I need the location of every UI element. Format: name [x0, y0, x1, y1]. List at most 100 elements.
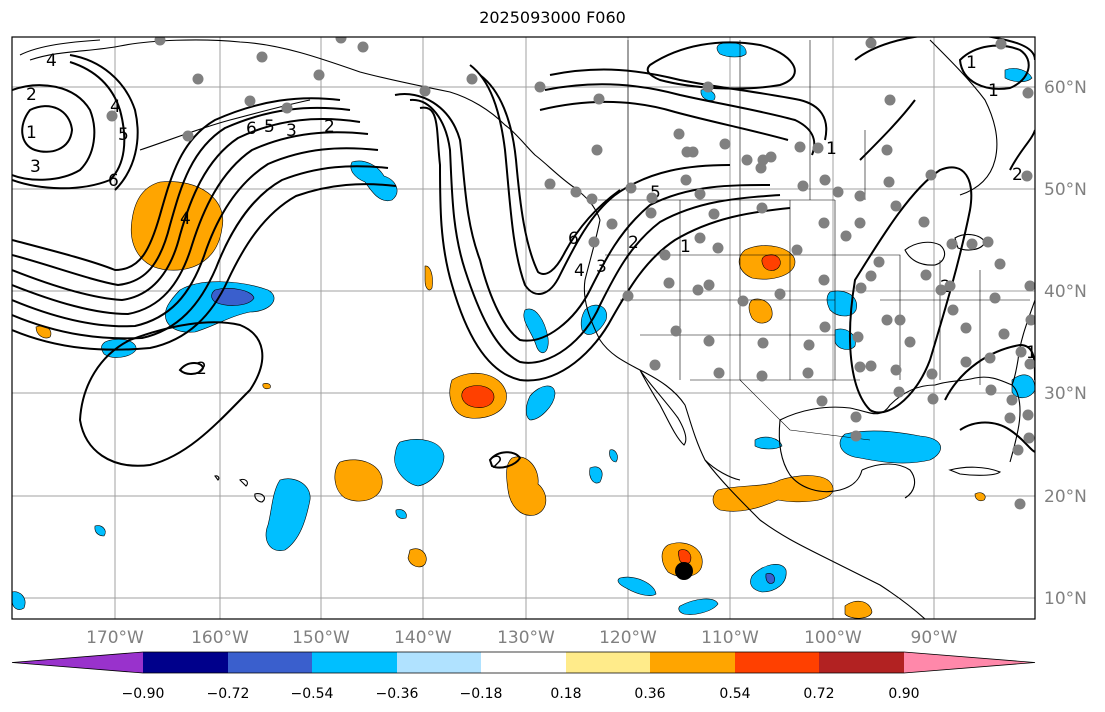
- station-marker: [755, 162, 767, 174]
- station-marker: [1006, 394, 1018, 406]
- station-marker: [995, 38, 1007, 50]
- contour-label: 2: [1012, 165, 1023, 185]
- station-marker: [840, 230, 852, 242]
- station-marker: [756, 202, 768, 214]
- station-marker: [1025, 314, 1035, 326]
- station-marker: [756, 370, 768, 382]
- contour-label: 2: [492, 453, 503, 473]
- station-marker: [570, 186, 582, 198]
- contour-label: 2: [196, 359, 207, 379]
- station-marker: [920, 269, 932, 281]
- station-marker: [854, 217, 866, 229]
- station-marker: [819, 174, 831, 186]
- colorbar: [11, 651, 1036, 674]
- anomaly-patch: [350, 160, 398, 202]
- storm-center-marker: [675, 562, 693, 580]
- anomaly-patch: [589, 466, 603, 484]
- anomaly-patch: [826, 290, 857, 317]
- anomaly-patch: [754, 436, 783, 450]
- station-marker: [680, 174, 692, 186]
- anomaly-patch: [424, 265, 433, 291]
- station-marker: [588, 236, 600, 248]
- lon-label: 130°W: [497, 628, 555, 648]
- station-marker: [925, 169, 937, 181]
- anomaly-patch: [265, 478, 311, 551]
- station-marker: [313, 69, 325, 81]
- anomaly-patch: [765, 573, 775, 584]
- anomaly-patch: [839, 430, 941, 464]
- station-marker: [1021, 170, 1033, 182]
- station-marker: [106, 110, 118, 122]
- station-marker: [1023, 432, 1035, 444]
- station-marker: [741, 154, 753, 166]
- station-marker: [1004, 412, 1016, 424]
- anomaly-patch: [395, 509, 407, 519]
- station-marker: [622, 290, 634, 302]
- contour-label: 4: [574, 261, 585, 281]
- contour-label: 5: [118, 125, 129, 145]
- contour-label: 1: [988, 81, 999, 101]
- anomaly-patch: [1004, 68, 1033, 83]
- contour-label: 1: [26, 123, 37, 143]
- anomaly-patch: [974, 492, 986, 502]
- station-marker: [687, 146, 699, 158]
- station-marker: [818, 274, 830, 286]
- anomaly-patch: [523, 308, 549, 354]
- contour-label: 6: [246, 119, 257, 139]
- station-marker: [890, 364, 902, 376]
- colorbar-label: 0.54: [719, 686, 750, 702]
- station-marker: [765, 151, 777, 163]
- contour-label: 5: [650, 183, 661, 203]
- lon-label: 120°W: [599, 628, 657, 648]
- colorbar-segment: [228, 652, 312, 673]
- station-marker: [256, 51, 268, 63]
- longitude-labels: 170°W 160°W 150°W 140°W 130°W 120°W 110°…: [86, 628, 958, 648]
- station-marker: [694, 232, 706, 244]
- contour-label: 3: [596, 257, 607, 277]
- colorbar-segment: [397, 652, 481, 673]
- station-marker: [865, 360, 877, 372]
- station-marker: [890, 200, 902, 212]
- colorbar-segment: [312, 652, 397, 673]
- station-marker: [708, 208, 720, 220]
- contour-label: 2: [628, 233, 639, 253]
- station-marker: [797, 180, 809, 192]
- contour-label: 1: [826, 139, 837, 159]
- colorbar-labels: −0.90 −0.72 −0.54 −0.36 −0.18 0.18 0.36 …: [122, 686, 920, 702]
- station-marker: [883, 176, 895, 188]
- station-marker: [802, 367, 814, 379]
- colorbar-segment: [566, 652, 650, 673]
- station-marker: [832, 186, 844, 198]
- station-marker: [663, 277, 675, 289]
- anomaly-patch: [678, 598, 719, 615]
- contour-label: 5: [264, 117, 275, 137]
- station-marker: [737, 295, 749, 307]
- station-marker: [904, 336, 916, 348]
- station-marker: [419, 85, 431, 97]
- station-marker: [192, 73, 204, 85]
- contour-label: 6: [108, 171, 119, 191]
- contour-label: 4: [110, 97, 121, 117]
- station-marker: [794, 141, 806, 153]
- station-marker: [819, 321, 831, 333]
- station-marker: [927, 393, 939, 405]
- contour-label: 1: [966, 53, 977, 73]
- colorbar-label: −0.90: [122, 686, 165, 702]
- anomaly-patch: [761, 254, 781, 271]
- station-marker: [154, 37, 166, 46]
- anomaly-patch: [334, 459, 383, 502]
- station-marker: [881, 314, 893, 326]
- contour-label: 6: [568, 229, 579, 249]
- lat-label: 40°N: [1044, 282, 1087, 302]
- lon-label: 170°W: [86, 628, 144, 648]
- station-marker: [881, 144, 893, 156]
- colorbar-segment: [735, 652, 819, 673]
- anomaly-patch: [748, 298, 773, 324]
- station-marker: [982, 236, 994, 248]
- lon-label: 140°W: [394, 628, 452, 648]
- contour-label: 3: [286, 121, 297, 141]
- station-marker: [812, 142, 824, 154]
- lat-label: 20°N: [1044, 487, 1087, 507]
- contour-label: 2: [324, 117, 335, 137]
- station-marker: [1022, 87, 1034, 99]
